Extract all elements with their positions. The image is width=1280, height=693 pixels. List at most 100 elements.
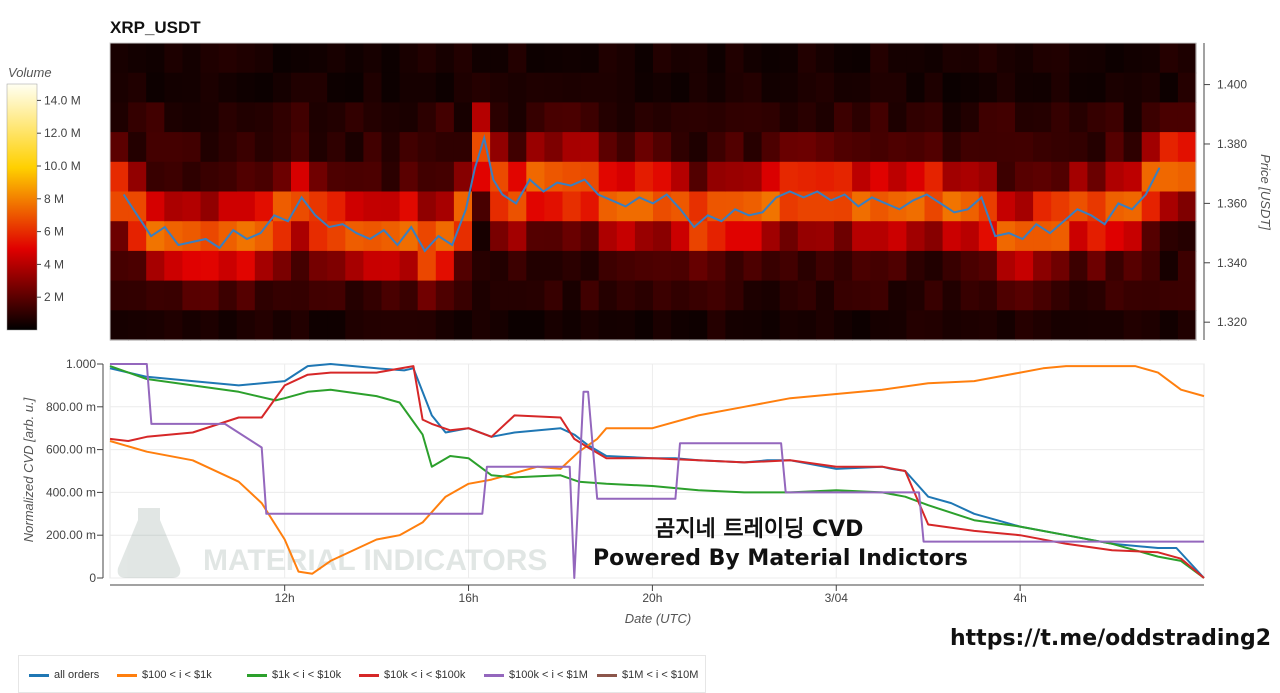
heatmap-cell xyxy=(381,132,401,163)
heatmap-cell xyxy=(526,221,545,252)
heatmap-cell xyxy=(236,280,256,311)
heatmap-cell xyxy=(1015,43,1034,74)
heatmap-cell xyxy=(689,280,708,311)
heatmap-cell xyxy=(1105,161,1125,193)
heatmap-cell xyxy=(797,102,817,133)
heatmap-cell xyxy=(435,102,455,133)
heatmap-cell xyxy=(906,72,926,103)
heatmap-cell xyxy=(417,310,437,341)
heatmap-cell xyxy=(562,102,582,133)
heatmap-cell xyxy=(363,72,383,103)
heatmap-cell xyxy=(236,191,256,222)
heatmap-cell xyxy=(653,132,672,163)
heatmap-cell xyxy=(291,310,310,341)
overlay-url: https://t.me/oddstrading2 xyxy=(950,626,1272,651)
heatmap-cell xyxy=(417,280,437,311)
cvd-x-tick-label: 20h xyxy=(642,591,662,605)
heatmap-cell xyxy=(852,72,871,103)
heatmap-cell xyxy=(1177,72,1197,103)
heatmap-cell xyxy=(381,43,401,74)
legend-item[interactable]: $1k < i < $10k xyxy=(247,669,341,681)
heatmap-cell xyxy=(1087,280,1107,311)
heatmap-cell xyxy=(1123,191,1143,222)
legend-item[interactable]: $100 < i < $1k xyxy=(117,669,212,681)
heatmap-cell xyxy=(960,43,980,74)
heatmap-cell xyxy=(870,161,889,193)
heatmap-cell xyxy=(146,280,165,311)
heatmap-cell xyxy=(634,191,654,222)
heatmap-cell xyxy=(743,310,763,341)
heatmap-cell xyxy=(272,191,292,222)
heatmap-cell xyxy=(490,43,509,74)
heatmap-cell xyxy=(1033,250,1052,282)
heatmap-cell xyxy=(779,102,799,133)
heatmap-cell xyxy=(309,43,328,74)
heatmap-cell xyxy=(1051,72,1070,103)
legend-item[interactable]: $10k < i < $100k xyxy=(359,669,465,681)
heatmap-cell xyxy=(236,221,256,252)
legend-item[interactable]: $100k < i < $1M xyxy=(484,669,588,681)
heatmap-cell xyxy=(888,43,907,74)
heatmap-cell xyxy=(1105,102,1125,133)
heatmap-cell xyxy=(182,132,202,163)
heatmap-cell xyxy=(472,43,491,74)
heatmap-cell xyxy=(960,280,980,311)
heatmap-cell xyxy=(110,132,129,163)
material-indicators-watermark: MATERIAL INDICATORS xyxy=(117,508,547,578)
heatmap-cell xyxy=(1051,43,1070,74)
heatmap-cell xyxy=(598,161,618,193)
heatmap-cell xyxy=(888,250,907,282)
heatmap-cell xyxy=(1141,102,1161,133)
heatmap-cell xyxy=(526,161,545,193)
heatmap-cell xyxy=(472,310,491,341)
heatmap-cell xyxy=(761,161,781,193)
heatmap-cell xyxy=(797,280,817,311)
heatmap-cell xyxy=(218,191,238,222)
legend-label: $1k < i < $10k xyxy=(272,669,342,681)
heatmap-cell xyxy=(327,250,346,282)
heatmap-cell xyxy=(345,250,364,282)
heatmap-cell xyxy=(1159,280,1179,311)
heatmap-cell xyxy=(1051,250,1070,282)
heatmap-cell xyxy=(906,102,926,133)
heatmap-cell xyxy=(779,310,799,341)
heatmap-cell xyxy=(236,132,256,163)
legend-label: $100 < i < $1k xyxy=(142,669,212,681)
colorbar-tick-label: 14.0 M xyxy=(44,93,81,107)
heatmap-cell xyxy=(1123,280,1143,311)
heatmap-cell xyxy=(472,161,491,193)
heatmap-cell xyxy=(978,310,998,341)
heatmap-cell xyxy=(815,43,835,74)
heatmap-cell xyxy=(634,132,654,163)
cvd-series-line-0 xyxy=(109,363,1205,579)
heatmap-cell xyxy=(345,102,364,133)
heatmap-cell xyxy=(508,221,527,252)
heatmap-cell xyxy=(562,221,582,252)
heatmap-cell xyxy=(870,102,889,133)
heatmap-cell xyxy=(490,132,509,163)
heatmap-cell xyxy=(562,72,582,103)
heatmap-cell xyxy=(327,72,346,103)
heatmap-cell xyxy=(725,250,745,282)
heatmap-cell xyxy=(254,221,274,252)
heatmap-cell xyxy=(924,102,944,133)
overlay-title-korean: 곰지네 트레이딩 CVD xyxy=(655,517,864,542)
heatmap-cell xyxy=(996,280,1016,311)
heatmap-cell xyxy=(417,43,437,74)
heatmap-cell xyxy=(707,310,726,341)
heatmap-cell xyxy=(544,250,564,282)
cvd-y-tick-label: 200.00 m xyxy=(46,528,96,542)
flask-icon xyxy=(117,508,181,578)
heatmap-cell xyxy=(797,43,817,74)
heatmap-cell xyxy=(218,132,238,163)
heatmap-cell xyxy=(1051,191,1070,222)
heatmap-cell xyxy=(200,72,220,103)
legend-item[interactable]: all orders xyxy=(29,669,99,681)
heatmap-cell xyxy=(363,280,383,311)
heatmap-cell xyxy=(291,221,310,252)
price-axis: 1.400 1.380 1.360 1.340 1.320 xyxy=(1204,78,1247,329)
legend-item[interactable]: $1M < i < $10M xyxy=(597,669,698,681)
heatmap-cell xyxy=(942,102,962,133)
heatmap-cell xyxy=(309,250,328,282)
heatmap-cell xyxy=(110,191,129,222)
